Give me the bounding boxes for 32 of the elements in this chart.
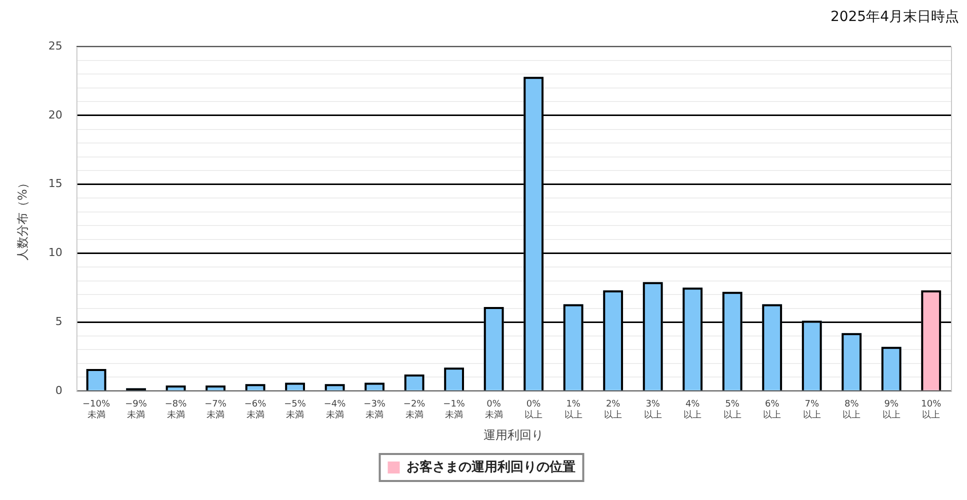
x-axis-title: 運用利回り <box>484 428 544 442</box>
x-tick-label: −5% 未満 <box>284 400 306 421</box>
y-tick-label: 10 <box>48 246 62 260</box>
text: 2025年4月末日時点 <box>829 8 959 26</box>
x-tick-label: −6% 未満 <box>244 400 267 421</box>
x-tick-label: 7% 以上 <box>802 400 821 421</box>
x-tick-label: 0% 以上 <box>524 400 543 421</box>
x-tick-label: 10% 以上 <box>921 400 942 421</box>
x-tick-label: 9% 以上 <box>882 400 900 421</box>
x-tick-label: 2% 以上 <box>604 400 622 421</box>
x-tick-label: 1% 以上 <box>564 400 582 421</box>
y-tick-label: 15 <box>48 177 62 190</box>
x-tick-label: 5% 以上 <box>723 400 742 421</box>
x-tick-label: −1% 未満 <box>443 400 466 421</box>
x-tick-label: 3% 以上 <box>644 400 662 421</box>
x-tick-label: −10% 未満 <box>82 400 110 421</box>
x-tick-label: −8% 未満 <box>164 400 188 421</box>
x-tick-label: 4% 以上 <box>684 400 702 421</box>
x-tick-label: −7% 未満 <box>204 400 227 421</box>
y-tick-label: 20 <box>48 108 62 122</box>
x-tick-label: 8% 以上 <box>842 400 861 421</box>
x-tick-label: −3% 未満 <box>364 400 386 421</box>
x-tick-label: 0% 未満 <box>484 400 503 421</box>
y-axis-title: 人数分布（%） <box>15 177 30 261</box>
y-tick-label: 25 <box>48 39 62 52</box>
x-tick-label: 6% 以上 <box>763 400 782 421</box>
x-tick-label: −2% 未満 <box>403 400 426 421</box>
y-tick-label: 0 <box>55 384 62 397</box>
legend-label: お客さまの運用利回りの位置 <box>406 458 576 475</box>
x-tick-label: −9% 未満 <box>125 400 148 421</box>
x-tick-label: −4% 未満 <box>324 400 346 421</box>
y-tick-label: 5 <box>55 314 62 328</box>
